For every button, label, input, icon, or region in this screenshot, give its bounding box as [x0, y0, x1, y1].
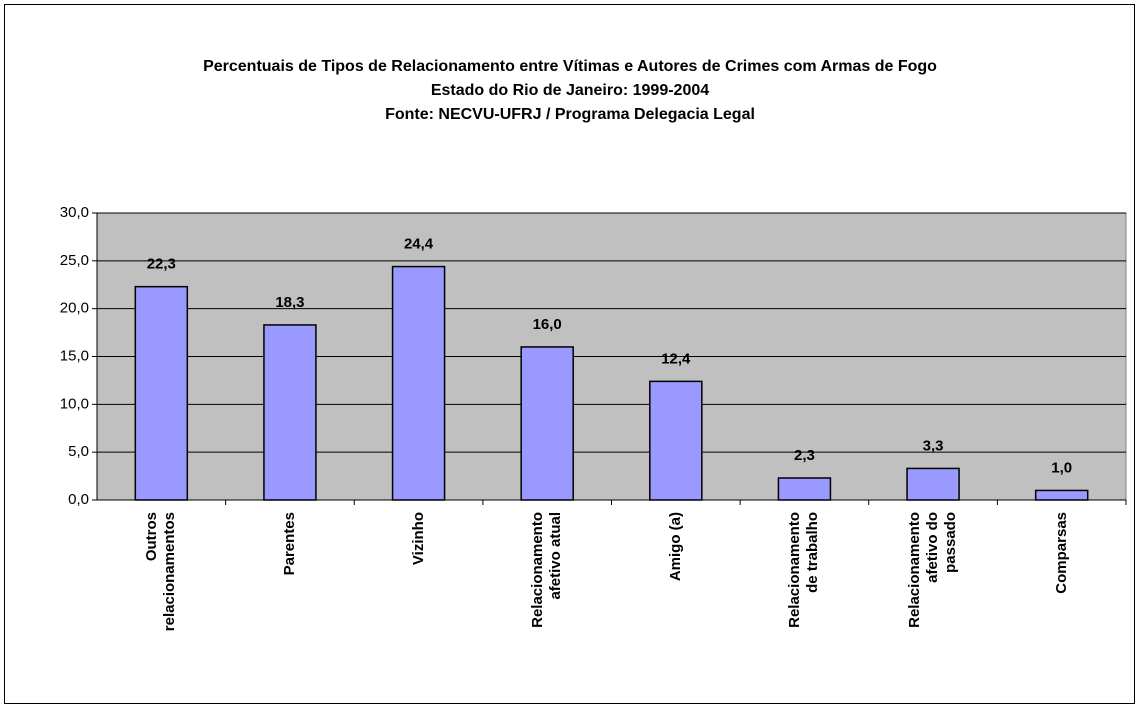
- bar: [1034, 489, 1089, 501]
- data-label: 1,0: [1051, 459, 1072, 476]
- x-tick-label: Relacionamento afetivo atual: [529, 512, 565, 628]
- y-tick-label: 10,0: [60, 395, 89, 412]
- x-tick-label: Comparsas: [1052, 512, 1070, 594]
- x-tick-label: Amigo (a): [666, 512, 684, 582]
- bar: [134, 285, 189, 501]
- x-tick-label: Relacionamento de trabalho: [786, 512, 822, 628]
- x-tick-label: Parentes: [280, 512, 298, 576]
- data-label: 18,3: [275, 294, 304, 311]
- bar: [777, 477, 832, 501]
- data-label: 2,3: [794, 447, 815, 464]
- bar: [391, 265, 446, 501]
- x-tick-label: Relacionamento afetivo do passado: [906, 512, 960, 628]
- data-label: 12,4: [661, 350, 691, 367]
- data-label: 3,3: [923, 437, 944, 454]
- bar: [263, 324, 317, 501]
- bar: [520, 346, 574, 501]
- chart-subtitle: Fonte: NECVU-UFRJ / Programa Delegacia L…: [385, 106, 755, 123]
- data-label: 24,4: [404, 236, 434, 253]
- data-label: 22,3: [147, 256, 176, 273]
- bar: [649, 380, 703, 501]
- title-block: Percentuais de Tipos de Relacionamento e…: [120, 55, 1020, 127]
- y-tick-label: 25,0: [60, 252, 89, 269]
- bar: [906, 467, 960, 501]
- y-tick-label: 5,0: [68, 443, 89, 460]
- chart-title: Percentuais de Tipos de Relacionamento e…: [203, 58, 937, 75]
- chart-frame: [4, 4, 1135, 704]
- chart-subtitle: Estado do Rio de Janeiro: 1999-2004: [430, 82, 710, 99]
- y-tick-label: 0,0: [68, 491, 89, 508]
- x-tick-label: Outros relacionamentos: [143, 512, 179, 632]
- x-tick-label: Vizinho: [409, 512, 427, 566]
- y-tick-label: 30,0: [60, 204, 89, 221]
- data-label: 16,0: [533, 316, 562, 333]
- y-tick-label: 20,0: [60, 300, 89, 317]
- y-tick-label: 15,0: [60, 347, 89, 364]
